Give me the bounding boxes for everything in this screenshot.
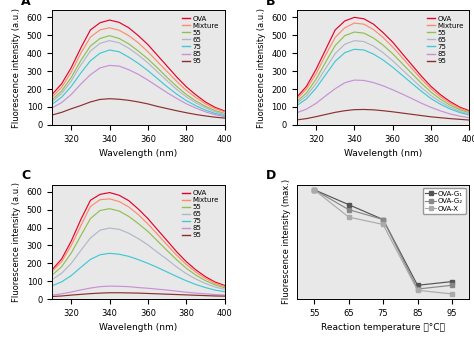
- Y-axis label: Fluorescence intensity (max.): Fluorescence intensity (max.): [283, 179, 292, 304]
- Line: OVA-G₂: OVA-G₂: [312, 187, 455, 291]
- OVA-G₂: [415, 287, 420, 291]
- Text: B: B: [266, 0, 275, 8]
- X-axis label: Wavelength (nm): Wavelength (nm): [99, 149, 177, 158]
- Legend: OVA, Mixture, 55, 65, 75, 85, 95: OVA, Mixture, 55, 65, 75, 85, 95: [180, 188, 221, 240]
- OVA-X: [415, 288, 420, 292]
- OVA-G₁: [311, 188, 317, 192]
- OVA-X: [346, 215, 351, 219]
- X-axis label: Reaction temperature （°C）: Reaction temperature （°C）: [321, 323, 445, 333]
- OVA-G₂: [380, 218, 386, 222]
- Legend: OVA-G₁, OVA-G₂, OVA-X: OVA-G₁, OVA-G₂, OVA-X: [423, 188, 466, 214]
- X-axis label: Wavelength (nm): Wavelength (nm): [344, 149, 422, 158]
- OVA-G₂: [449, 283, 455, 287]
- OVA-G₂: [346, 207, 351, 211]
- Text: D: D: [266, 169, 276, 182]
- Y-axis label: Fluorescence intensity (a.u.): Fluorescence intensity (a.u.): [12, 182, 21, 302]
- OVA-X: [311, 188, 317, 192]
- OVA-X: [380, 222, 386, 226]
- OVA-G₁: [346, 203, 351, 207]
- Text: A: A: [21, 0, 31, 8]
- Legend: OVA, Mixture, 55, 65, 75, 85, 95: OVA, Mixture, 55, 65, 75, 85, 95: [180, 14, 221, 66]
- Line: OVA-X: OVA-X: [312, 187, 455, 296]
- OVA-G₁: [415, 283, 420, 287]
- X-axis label: Wavelength (nm): Wavelength (nm): [99, 323, 177, 333]
- Y-axis label: Fluorescence intensity (a.u.): Fluorescence intensity (a.u.): [257, 7, 266, 128]
- Text: C: C: [21, 169, 30, 182]
- OVA-G₁: [380, 218, 386, 222]
- Line: OVA-G₁: OVA-G₁: [312, 187, 455, 288]
- Y-axis label: Fluorescence intensity (a.u.): Fluorescence intensity (a.u.): [12, 7, 21, 128]
- OVA-G₂: [311, 188, 317, 192]
- OVA-X: [449, 292, 455, 296]
- Legend: OVA, Mixture, 55, 65, 75, 85, 95: OVA, Mixture, 55, 65, 75, 85, 95: [425, 14, 466, 66]
- OVA-G₁: [449, 279, 455, 284]
